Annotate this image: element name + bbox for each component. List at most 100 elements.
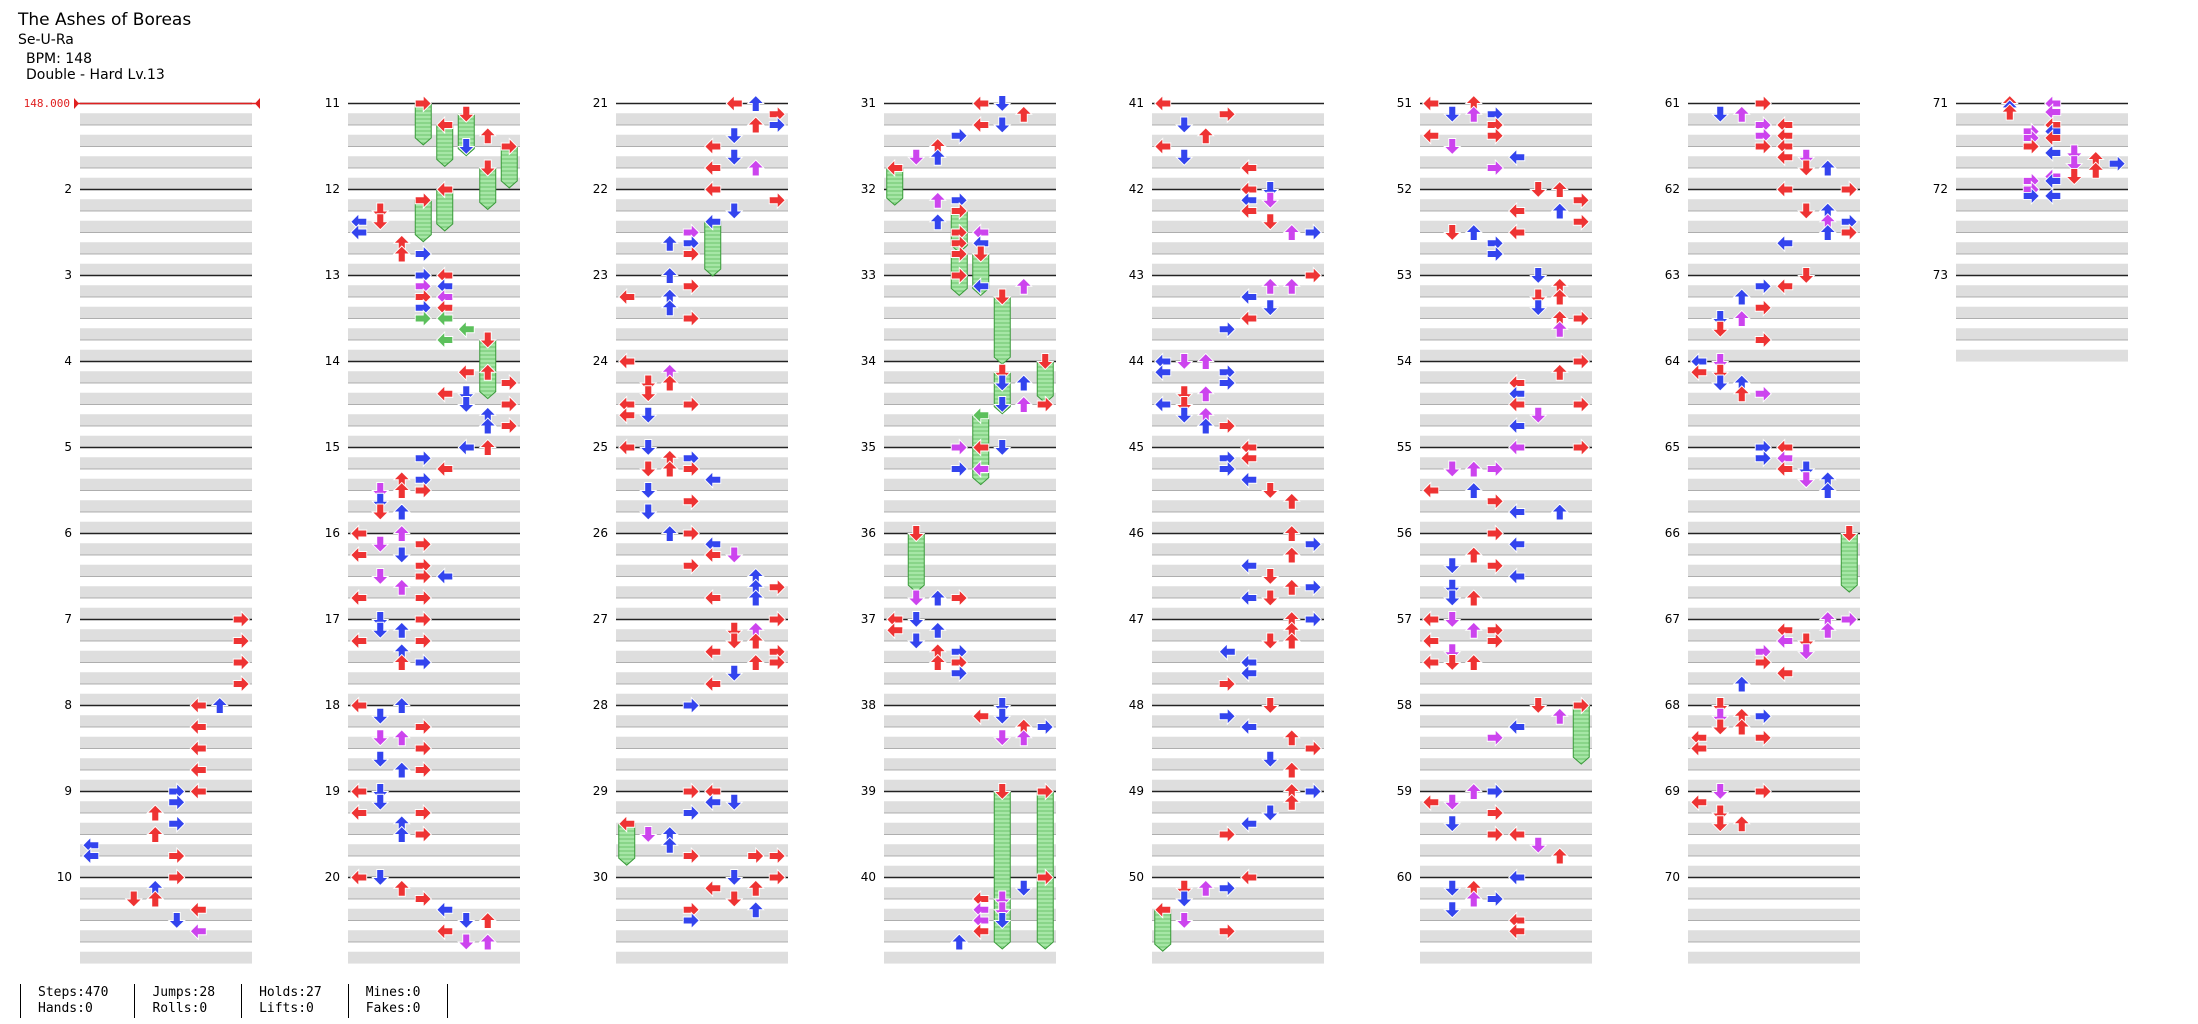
measure-number: 35 (861, 440, 876, 454)
arrow-left-icon (972, 922, 990, 941)
measure-number: 10 (57, 870, 72, 884)
measure-number: 45 (1129, 440, 1144, 454)
arrow-left-icon (1690, 363, 1708, 382)
measure-number: 49 (1129, 784, 1144, 798)
arrow-down-icon (993, 439, 1012, 457)
arrow-left-icon (704, 642, 722, 661)
beat-band (80, 134, 252, 147)
beat-band (1152, 844, 1324, 857)
beat-band (348, 672, 520, 685)
measure-number: 20 (325, 870, 340, 884)
arrow-down-icon (1529, 288, 1548, 306)
arrow-left-icon (1154, 395, 1172, 414)
arrow-left-icon (436, 384, 454, 403)
measure: 32 (861, 182, 1056, 276)
beat-band (1688, 543, 1860, 556)
arrow-right-icon (768, 868, 786, 887)
beat-band (1688, 951, 1860, 964)
arrow-up-icon (1196, 417, 1215, 435)
beat-band (80, 242, 252, 255)
beat-band (1420, 844, 1592, 857)
beat-band (80, 113, 252, 126)
measure: 48 (1129, 698, 1324, 792)
beat-band (348, 113, 520, 126)
measure: 55 (1397, 440, 1592, 534)
beat-band (616, 865, 788, 878)
arrow-right-icon (414, 94, 432, 113)
beat-band (884, 693, 1056, 706)
arrow-down-icon (371, 783, 390, 801)
beat-band (616, 650, 788, 663)
measure-number: 26 (593, 526, 608, 540)
beat-band (1956, 242, 2128, 255)
arrow-up-icon (1732, 385, 1751, 403)
beat-band (884, 930, 1056, 943)
beat-band (1420, 242, 1592, 255)
arrow-down-icon (971, 245, 990, 263)
arrow-right-icon (1840, 180, 1858, 199)
beat-band (1420, 672, 1592, 685)
arrow-right-icon (2022, 137, 2040, 156)
arrow-down-icon (457, 912, 476, 930)
arrow-up-icon (1282, 793, 1301, 811)
arrow-down-icon (457, 385, 476, 403)
arrow-left-icon (1240, 868, 1258, 887)
arrow-left-icon (189, 760, 207, 780)
arrow-left-icon (1776, 277, 1794, 296)
arrow-up-icon (146, 804, 165, 822)
beat-band (884, 220, 1056, 233)
measure-number: 51 (1397, 96, 1412, 110)
beat-band (348, 607, 520, 620)
arrow-right-icon (682, 244, 700, 264)
beat-band (348, 908, 520, 921)
beat-band (348, 629, 520, 642)
arrow-left-icon (618, 814, 636, 833)
arrow-left-icon (618, 352, 636, 371)
arrow-down-icon (371, 503, 390, 521)
beat-band (80, 607, 252, 620)
beat-band (1688, 134, 1860, 147)
beat-band (1152, 220, 1324, 233)
song-title: The Ashes of Boreas (18, 10, 192, 30)
arrow-right-icon (1572, 438, 1590, 457)
beat-band (80, 521, 252, 534)
arrow-up-icon (1550, 847, 1569, 865)
measure: 37 (861, 612, 1056, 706)
arrow-down-icon (1797, 643, 1816, 661)
arrow-down-icon (1443, 578, 1462, 596)
arrow-right-icon (682, 309, 700, 328)
arrow-down-icon (371, 750, 390, 768)
beat-band (1420, 349, 1592, 362)
measure-number: 16 (325, 526, 340, 540)
arrow-down-icon (639, 826, 658, 844)
beat-band (80, 285, 252, 298)
beat-band (1420, 199, 1592, 212)
arrow-up-icon (478, 127, 497, 145)
arrow-down-icon (478, 331, 497, 349)
beat-band (1688, 650, 1860, 663)
beat-band (1420, 521, 1592, 534)
measure-number: 37 (861, 612, 876, 626)
arrow-up-icon (1464, 890, 1483, 908)
arrow-right-icon (768, 610, 786, 629)
beat-band (616, 500, 788, 513)
beat-band (348, 543, 520, 556)
measure-number: 68 (1665, 698, 1680, 712)
arrow-right-icon (768, 191, 786, 210)
arrow-right-icon (950, 664, 968, 683)
arrow-right-icon (1840, 610, 1858, 629)
arrow-left-icon (1154, 94, 1172, 113)
beat-band (1420, 543, 1592, 556)
beat-band (1688, 349, 1860, 362)
beat-band (884, 629, 1056, 642)
beat-band (348, 586, 520, 599)
beat-band (1688, 414, 1860, 427)
arrow-up-icon (392, 245, 411, 263)
arrow-down-icon (1711, 353, 1730, 371)
notes-layer (82, 94, 2126, 952)
beat-band (1420, 371, 1592, 384)
arrow-down-icon (371, 793, 390, 811)
arrow-right-icon (682, 277, 700, 296)
arrow-up-icon (1282, 546, 1301, 564)
measure-number: 23 (593, 268, 608, 282)
